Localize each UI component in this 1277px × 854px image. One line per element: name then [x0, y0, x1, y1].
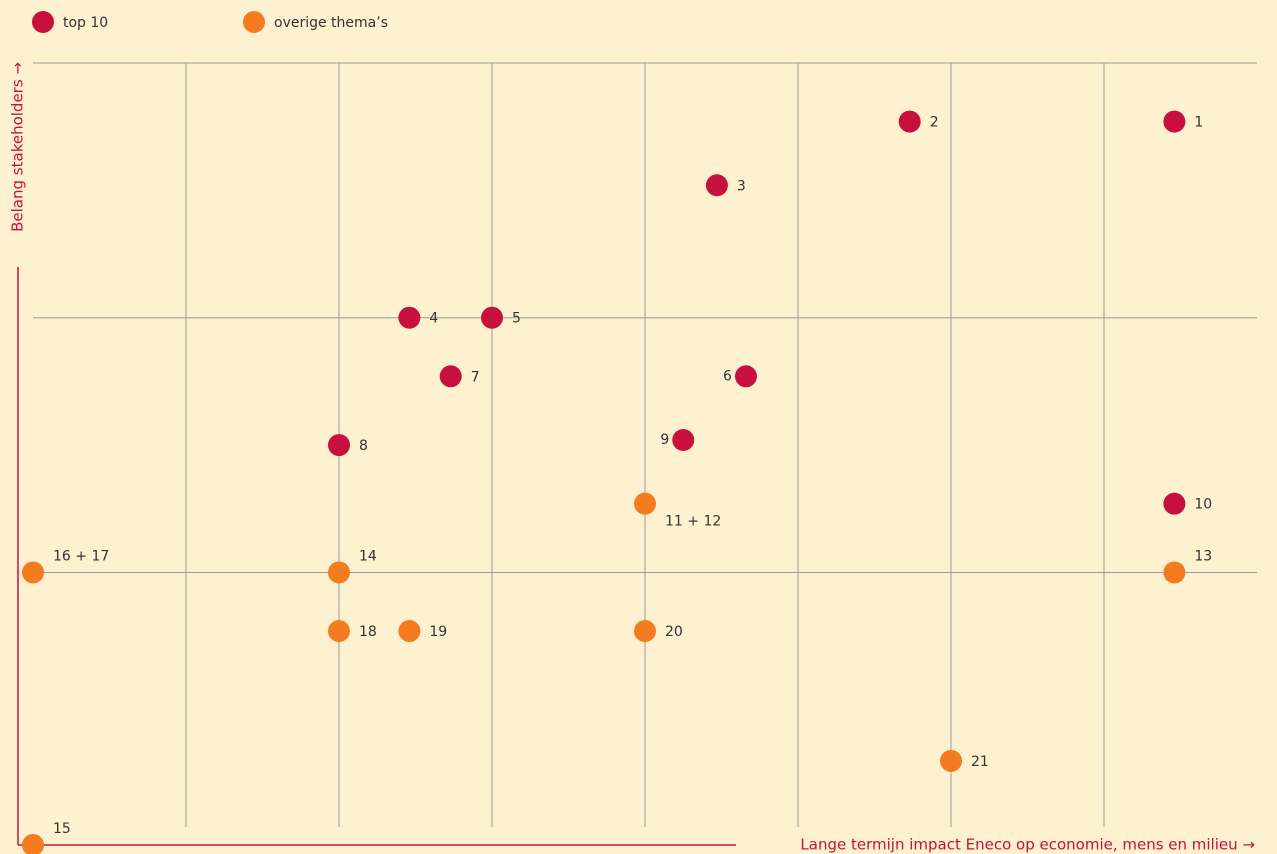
point-label: 8: [359, 438, 368, 454]
point-label: 1: [1194, 115, 1203, 131]
point-label: 11 + 12: [665, 514, 721, 530]
point-label: 9: [660, 432, 669, 448]
point: [898, 110, 921, 133]
grid: [33, 62, 1257, 828]
marks: 1 2 3 4 5 6 7 8 9 10 11 + 12 13 14 15 16 + 17 18 19 20 21: [22, 110, 1212, 854]
point-label: 5: [512, 311, 521, 327]
legend-swatch: [243, 11, 265, 33]
point: [22, 834, 44, 854]
point-label: 10: [1194, 497, 1212, 513]
point-label: 7: [471, 369, 480, 385]
point: [734, 365, 757, 388]
point: [705, 174, 728, 197]
point: [1163, 492, 1186, 515]
point-label: 13: [1194, 548, 1212, 564]
point: [398, 620, 421, 643]
point: [634, 492, 656, 515]
point: [328, 620, 350, 643]
point: [672, 428, 695, 451]
point-label: 4: [429, 311, 438, 327]
point: [634, 620, 656, 643]
point-label: 16 + 17: [53, 548, 109, 564]
point-label: 20: [665, 624, 683, 640]
point-label: 19: [429, 624, 447, 640]
y-axis-label: Belang stakeholders →: [9, 62, 27, 232]
point-label: 2: [930, 115, 939, 131]
point: [940, 749, 962, 772]
point-label: 21: [971, 754, 989, 770]
point-label: 14: [359, 548, 377, 564]
point-label: 18: [359, 624, 377, 640]
label-bg: [8, 62, 28, 267]
legend-swatch: [32, 11, 54, 33]
point-label: 6: [723, 368, 732, 384]
point: [439, 365, 462, 388]
legend-label: top 10: [63, 15, 108, 31]
point-label: 15: [53, 821, 71, 837]
x-axis-label: Lange termijn impact Eneco op economie, …: [800, 836, 1255, 854]
point: [1163, 110, 1186, 133]
point-label: 3: [737, 178, 746, 194]
point: [481, 306, 503, 329]
legend: top 10 overige thema’s: [32, 11, 388, 33]
legend-label: overige thema’s: [274, 15, 388, 31]
point: [22, 561, 44, 584]
label-bg: [736, 834, 1257, 854]
point: [328, 434, 350, 457]
point: [398, 306, 421, 329]
point: [1163, 561, 1186, 584]
point: [328, 561, 350, 584]
